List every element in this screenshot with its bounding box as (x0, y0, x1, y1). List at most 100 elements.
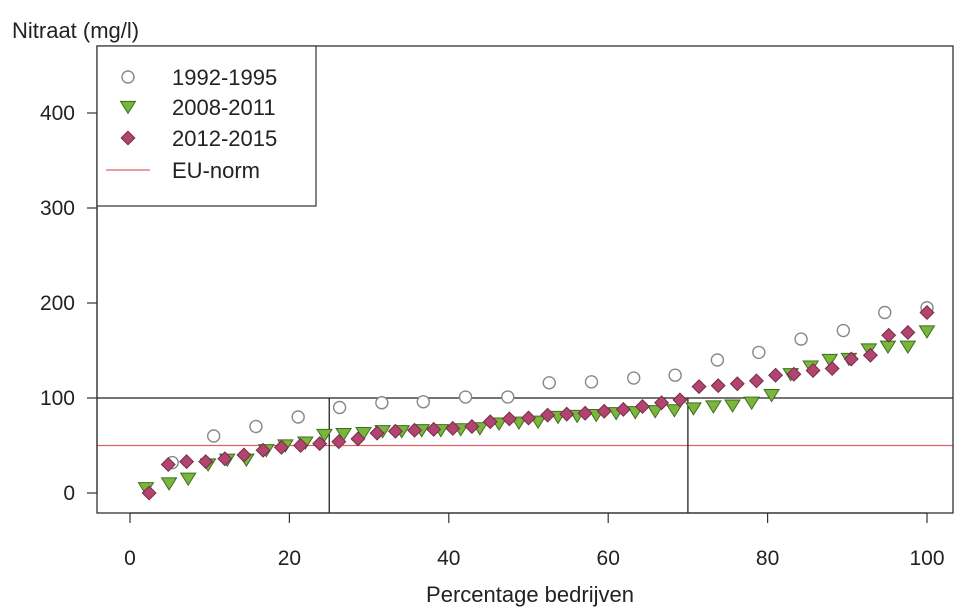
point-series-2-13 (387, 423, 403, 439)
series-0 (165, 301, 934, 470)
point-series-2-7 (273, 439, 289, 455)
point-series-2-19 (501, 411, 517, 427)
x-axis: 0 20 40 60 80 100 (124, 512, 945, 570)
point-series-2-29 (691, 379, 707, 395)
y-tick-label-4: 400 (40, 102, 75, 125)
point-series-0-7 (458, 390, 473, 404)
point-series-2-27 (654, 395, 670, 411)
x-tick-label-2: 40 (437, 547, 460, 570)
point-series-2-20 (520, 410, 537, 426)
point-series-2-10 (331, 434, 347, 450)
legend-item-2: 2012-2015 (120, 126, 277, 151)
legend-swatch-2 (120, 130, 136, 146)
x-axis-title: Percentage bedrijven (426, 582, 634, 607)
legend: 1992-1995 2008-2011 2012-2015 EU-norm (96, 45, 317, 207)
legend-item-0: 1992-1995 (121, 65, 277, 90)
point-series-0-9 (542, 376, 556, 390)
point-series-2-22 (559, 406, 575, 422)
point-series-1-2 (179, 472, 197, 487)
point-series-2-36 (824, 361, 840, 377)
point-series-2-4 (217, 451, 233, 467)
legend-label-0: 1992-1995 (172, 65, 277, 90)
point-series-1-40 (918, 325, 936, 339)
point-series-2-31 (729, 376, 745, 392)
point-series-0-13 (710, 353, 725, 367)
point-series-2-18 (482, 414, 498, 430)
point-series-0-11 (627, 371, 641, 385)
legend-swatch-1 (119, 100, 137, 115)
point-series-2-17 (464, 418, 480, 435)
point-series-0-5 (375, 396, 389, 410)
point-series-2-28 (672, 392, 688, 408)
point-series-2-6 (255, 442, 271, 458)
point-series-0-3 (291, 410, 305, 424)
legend-label-1: 2008-2011 (172, 95, 276, 120)
point-series-2-39 (881, 327, 897, 343)
point-series-2-16 (445, 420, 461, 436)
point-series-2-14 (407, 422, 423, 438)
point-series-0-4 (332, 400, 347, 415)
x-tick-label-1: 20 (278, 547, 301, 570)
point-series-2-35 (805, 362, 821, 378)
legend-item-1: 2008-2011 (119, 95, 276, 120)
point-series-2-0 (141, 485, 157, 501)
x-tick-label-3: 60 (597, 547, 620, 570)
x-tick-label-5: 100 (909, 547, 944, 570)
point-series-2-32 (748, 373, 764, 389)
point-series-2-21 (540, 407, 556, 423)
point-series-2-11 (350, 431, 366, 447)
legend-items: 1992-1995 2008-2011 2012-2015 EU-norm (106, 65, 277, 183)
point-series-2-24 (596, 403, 612, 419)
y-tick-label-0: 0 (63, 482, 75, 505)
point-series-0-12 (668, 368, 682, 382)
series-2 (141, 304, 935, 501)
point-series-2-5 (236, 447, 252, 463)
point-series-2-8 (293, 437, 309, 454)
legend-label-2: 2012-2015 (172, 126, 277, 151)
point-series-1-35 (821, 353, 839, 368)
y-tick-label-3: 300 (40, 197, 75, 220)
point-series-1-31 (743, 396, 761, 411)
y-tick-label-1: 100 (40, 387, 75, 410)
point-series-1-28 (685, 402, 702, 416)
point-series-2-38 (862, 347, 878, 363)
point-series-1-10 (335, 427, 352, 442)
point-series-2-34 (786, 366, 802, 382)
point-series-2-15 (426, 421, 442, 437)
point-series-2-33 (768, 367, 784, 383)
legend-item-3: EU-norm (106, 158, 260, 183)
y-axis: 0 100 200 300 400 (40, 102, 98, 505)
point-series-1-30 (724, 399, 741, 413)
point-series-2-37 (843, 351, 859, 367)
point-series-2-26 (634, 399, 650, 415)
point-series-2-9 (312, 436, 328, 452)
legend-swatch-0 (121, 70, 135, 84)
reference-lines (97, 397, 953, 513)
point-series-1-39 (899, 340, 917, 355)
point-series-2-12 (369, 425, 385, 441)
x-tick-label-0: 0 (124, 547, 136, 570)
point-series-0-17 (878, 305, 892, 320)
point-series-2-3 (198, 454, 214, 470)
point-series-1-1 (160, 477, 178, 491)
point-series-0-6 (416, 395, 430, 409)
point-series-2-1 (160, 456, 176, 473)
point-series-1-26 (646, 405, 664, 419)
point-series-0-10 (584, 375, 599, 389)
point-series-0-8 (501, 390, 515, 404)
point-series-1-27 (665, 404, 683, 418)
data-points (137, 301, 936, 501)
point-series-0-15 (794, 332, 808, 346)
point-series-0-1 (206, 429, 221, 443)
point-series-2-41 (919, 304, 935, 321)
legend-box (96, 45, 317, 207)
point-series-0-16 (836, 323, 851, 338)
point-series-1-32 (763, 389, 780, 403)
point-series-2-23 (577, 405, 593, 421)
legend-label-3: EU-norm (172, 158, 260, 183)
point-series-1-29 (705, 400, 722, 414)
point-series-1-9 (316, 428, 333, 443)
point-series-2-40 (900, 324, 916, 340)
y-axis-title: Nitraat (mg/l) (12, 18, 139, 43)
